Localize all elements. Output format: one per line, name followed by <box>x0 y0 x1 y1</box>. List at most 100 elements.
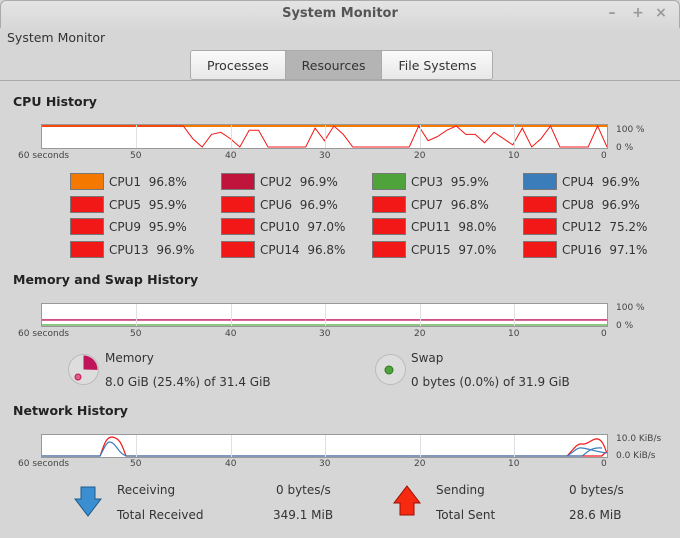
sending-arrow-icon <box>392 485 422 516</box>
cpu-label: CPU11 <box>411 219 451 234</box>
tab-file-systems[interactable]: File Systems <box>382 51 493 79</box>
cpu-label: CPU8 <box>562 197 595 212</box>
cpu-color-swatch[interactable] <box>70 173 104 190</box>
title-bar <box>0 0 680 28</box>
x-tick-label: 50 <box>130 151 142 161</box>
cpu-label: CPU9 <box>109 219 142 234</box>
cpu-value: 97.0% <box>458 242 497 257</box>
cpu-color-swatch[interactable] <box>372 173 406 190</box>
cpu-legend-item: CPU15 97.0% <box>372 241 496 258</box>
tab-processes[interactable]: Processes <box>191 51 286 79</box>
cpu-legend-item: CPU16 97.1% <box>523 241 647 258</box>
receiving-value: 0 bytes/s <box>276 483 331 497</box>
x-tick-label: 0 <box>601 329 607 339</box>
cpu-legend-item: CPU3 95.9% <box>372 173 489 190</box>
cpu-legend-item: CPU1 96.8% <box>70 173 187 190</box>
cpu-color-swatch[interactable] <box>523 218 557 235</box>
cpu-legend-item: CPU12 75.2% <box>523 218 647 235</box>
cpu-history-title: CPU History <box>13 94 97 109</box>
cpu-graph <box>41 124 608 149</box>
cpu-value: 97.1% <box>609 242 648 257</box>
tab-bar: Processes Resources File Systems <box>190 50 494 80</box>
x-tick-label: 60 seconds <box>18 329 70 339</box>
grid-line <box>325 435 326 457</box>
cpu-color-swatch[interactable] <box>523 241 557 258</box>
network-y-bottom: 0.0 KiB/s <box>616 451 656 461</box>
cpu-color-swatch[interactable] <box>70 241 104 258</box>
minimize-button[interactable]: – <box>608 5 616 21</box>
close-button[interactable]: × <box>655 5 667 21</box>
cpu-color-swatch[interactable] <box>523 173 557 190</box>
maximize-button[interactable]: + <box>632 5 644 21</box>
cpu-color-swatch[interactable] <box>221 218 255 235</box>
memory-label: Memory <box>105 351 154 365</box>
cpu-label: CPU15 <box>411 242 451 257</box>
x-tick-label: 10 <box>508 459 520 469</box>
receiving-arrow-icon <box>73 486 103 517</box>
cpu-color-swatch[interactable] <box>70 196 104 213</box>
cpu-value: 96.8% <box>307 242 346 257</box>
x-tick-label: 50 <box>130 329 142 339</box>
grid-line <box>420 125 421 148</box>
cpu-color-swatch[interactable] <box>221 241 255 258</box>
x-tick-label: 10 <box>508 151 520 161</box>
grid-line <box>514 304 515 326</box>
cpu-y-top: 100 % <box>616 125 645 135</box>
cpu-value: 96.9% <box>601 174 640 189</box>
cpu-legend-item: CPU9 95.9% <box>70 218 187 235</box>
total-received-value: 349.1 MiB <box>273 508 334 522</box>
grid-line <box>514 125 515 148</box>
x-tick-label: 50 <box>130 459 142 469</box>
swap-label: Swap <box>411 351 444 365</box>
cpu-color-swatch[interactable] <box>70 218 104 235</box>
cpu-color-swatch[interactable] <box>372 218 406 235</box>
x-tick-label: 60 seconds <box>18 459 70 469</box>
memory-history-title: Memory and Swap History <box>13 272 199 287</box>
total-sent-label: Total Sent <box>436 508 496 522</box>
cpu-value: 96.9% <box>299 174 338 189</box>
network-graph <box>41 434 608 458</box>
cpu-label: CPU1 <box>109 174 142 189</box>
memory-graph <box>41 303 608 327</box>
cpu-label: CPU2 <box>260 174 293 189</box>
cpu-color-swatch[interactable] <box>372 196 406 213</box>
memory-value: 8.0 GiB (25.4%) of 31.4 GiB <box>105 375 271 389</box>
cpu-color-swatch[interactable] <box>372 241 406 258</box>
cpu-label: CPU4 <box>562 174 595 189</box>
receive-line <box>42 441 603 457</box>
grid-line <box>420 435 421 457</box>
x-tick-label: 40 <box>225 151 237 161</box>
swap-value: 0 bytes (0.0%) of 31.9 GiB <box>411 375 570 389</box>
cpu-value: 98.0% <box>458 219 497 234</box>
cpu-legend-item: CPU14 96.8% <box>221 241 345 258</box>
x-tick-label: 20 <box>414 329 426 339</box>
cpu-color-swatch[interactable] <box>221 173 255 190</box>
cpu-value: 96.9% <box>601 197 640 212</box>
x-tick-label: 30 <box>319 459 331 469</box>
app-title: System Monitor <box>7 30 106 45</box>
grid-line <box>231 125 232 148</box>
cpu-color-swatch[interactable] <box>221 196 255 213</box>
cpu-label: CPU6 <box>260 197 293 212</box>
cpu-label: CPU10 <box>260 219 300 234</box>
cpu-label: CPU16 <box>562 242 602 257</box>
cpu-y-bottom: 0 % <box>616 143 634 153</box>
x-tick-label: 20 <box>414 151 426 161</box>
cpu-value: 96.9% <box>156 242 195 257</box>
grid-line <box>420 304 421 326</box>
cpu-legend-item: CPU10 97.0% <box>221 218 345 235</box>
cpu-color-swatch[interactable] <box>523 196 557 213</box>
x-tick-label: 40 <box>225 459 237 469</box>
x-tick-label: 0 <box>601 459 607 469</box>
total-received-label: Total Received <box>117 508 204 522</box>
memory-pie-icon <box>68 354 99 385</box>
cpu-legend-item: CPU11 98.0% <box>372 218 496 235</box>
cpu-label: CPU5 <box>109 197 142 212</box>
grid-line <box>325 125 326 148</box>
tab-resources[interactable]: Resources <box>285 51 383 79</box>
cpu-value: 95.9% <box>148 219 187 234</box>
cpu-value: 96.8% <box>450 197 489 212</box>
divider <box>0 80 680 81</box>
x-tick-label: 0 <box>601 151 607 161</box>
memory-y-top: 100 % <box>616 303 645 313</box>
